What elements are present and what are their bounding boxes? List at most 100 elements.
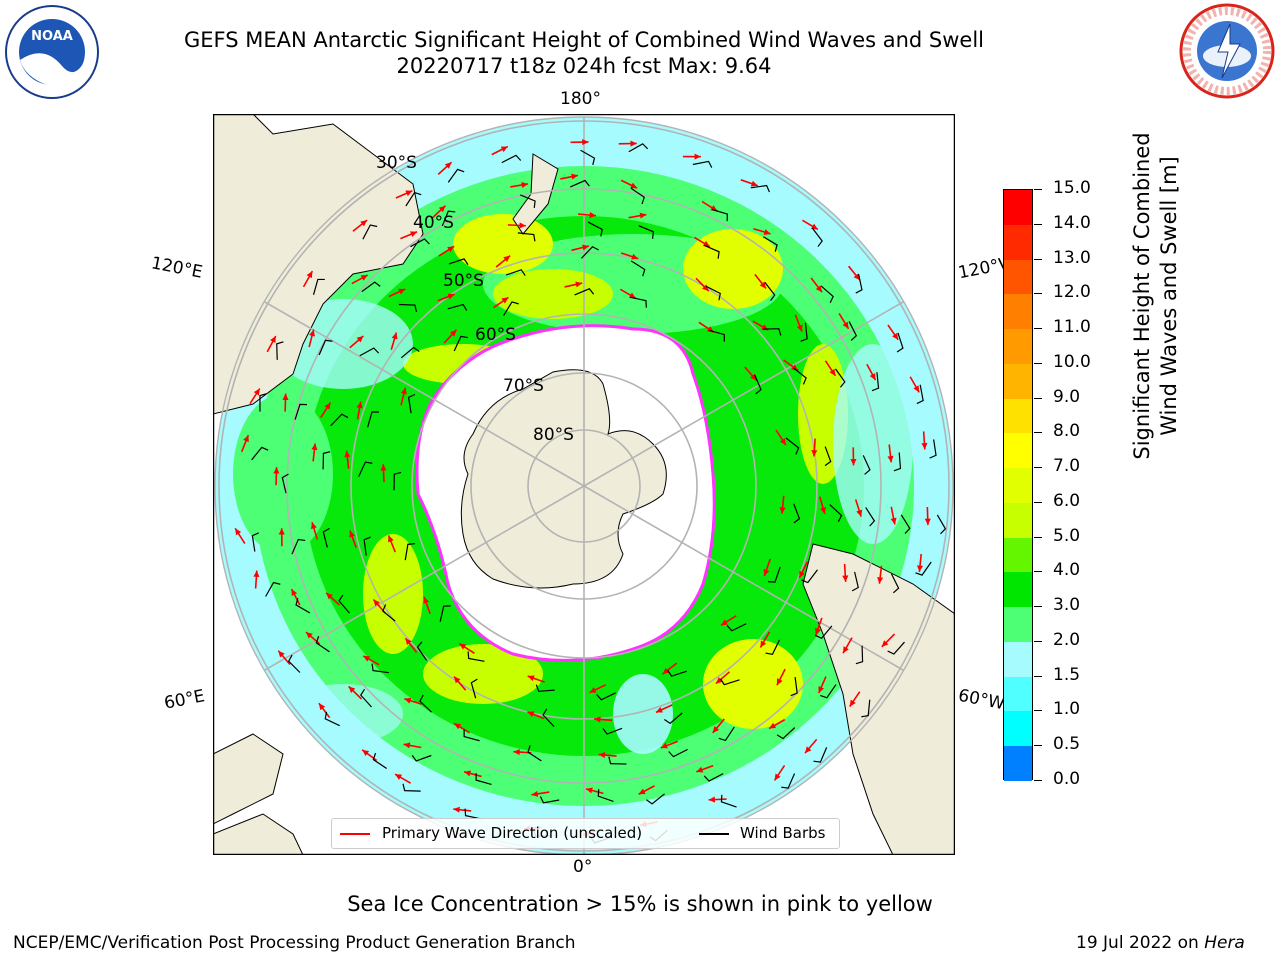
wind-barb (324, 711, 340, 727)
wind-barb (646, 793, 665, 805)
wave-direction-arrowhead (253, 388, 260, 396)
wind-barb (704, 244, 720, 259)
wave-direction-arrowhead (843, 646, 849, 654)
wave-direction-arrowhead (630, 140, 637, 147)
wind-barb (287, 654, 301, 673)
wind-barb (824, 446, 832, 467)
wave-direction-arrowhead (712, 726, 720, 733)
wind-barb (815, 625, 833, 639)
wind-barb (402, 783, 421, 792)
wind-barb (259, 393, 267, 412)
wind-barb (362, 224, 378, 240)
footer-branch: NCEP/EMC/Verification Post Processing Pr… (13, 933, 576, 953)
colorbar-tick (1034, 397, 1042, 399)
colorbar-tick-label: 15.0 (1053, 178, 1091, 198)
colorbar-tick-label: 14.0 (1053, 212, 1091, 233)
wave-direction-arrowhead (769, 722, 777, 729)
wind-barb (896, 332, 904, 353)
colorbar-tick (1034, 467, 1042, 469)
wind-barb (312, 278, 325, 296)
wind-barb (597, 789, 614, 802)
wind-barb (580, 149, 596, 166)
colorbar-tick-label: 8.0 (1053, 421, 1081, 442)
wind-barb (718, 726, 735, 742)
wind-barb (322, 527, 330, 548)
wind-barb (467, 651, 485, 662)
wind-barb (628, 143, 649, 153)
lat-label-40s: 40°S (413, 213, 454, 233)
wave-direction-arrowhead (818, 686, 825, 694)
wind-barb (330, 413, 349, 427)
wind-barb (463, 729, 480, 742)
wind-barb (400, 346, 420, 359)
noaa-logo-text: NOAA (31, 29, 73, 44)
wave-direction-arrowhead (796, 324, 803, 332)
colorbar-segment (1004, 329, 1032, 365)
legend-swatch-wave (340, 833, 370, 835)
wind-barb (447, 303, 468, 311)
wind-barb (291, 538, 306, 555)
colorbar-segment (1004, 224, 1032, 260)
wave-direction-arrowhead (589, 687, 597, 693)
wave-direction-arrowhead (404, 697, 412, 704)
wave-direction-arrowhead (582, 139, 589, 146)
wave-direction-arrowhead (373, 599, 380, 607)
colorbar-tick (1034, 571, 1042, 573)
colorbar-tick-label: 12.0 (1053, 282, 1091, 303)
wave-direction-arrowhead (890, 517, 897, 525)
wind-barb (793, 503, 801, 524)
wind-barb (916, 384, 924, 405)
wind-barb (630, 260, 646, 277)
wind-barb (382, 604, 396, 622)
wind-barb (338, 594, 350, 614)
colorbar-segment (1004, 468, 1032, 504)
wind-barb (811, 227, 823, 247)
wind-barb (276, 341, 284, 360)
wave-direction-arrowhead (363, 655, 371, 662)
wind-barb (762, 328, 782, 336)
wind-barb (359, 347, 380, 357)
colorbar-segment (1004, 572, 1032, 608)
wind-barb (439, 605, 451, 622)
wave-direction-arrowhead (447, 246, 455, 253)
wind-barb (393, 471, 402, 491)
colorbar-tick-label: 10.0 (1053, 351, 1091, 372)
wind-barb (581, 245, 599, 259)
wind-barb (535, 684, 555, 692)
wave-direction-arrowhead (318, 703, 326, 711)
wind-barb (835, 368, 846, 388)
wave-direction-arrowhead (356, 401, 363, 409)
wave-direction-arrowhead (849, 699, 856, 707)
wave-direction-arrowhead (594, 716, 601, 723)
polar-map: 30°S 40°S 50°S 60°S 70°S 80°S (213, 114, 955, 855)
colorbar-tick (1034, 640, 1042, 642)
wind-barb (570, 179, 590, 188)
wind-barb (501, 154, 522, 164)
wind-barb (360, 688, 372, 708)
wind-barb (705, 285, 721, 301)
wave-direction-arrowhead (763, 569, 770, 577)
wind-barb (848, 321, 858, 341)
wave-direction-arrowhead (438, 205, 446, 213)
wave-direction-arrowhead (309, 329, 315, 337)
wave-direction-arrowhead (501, 297, 509, 304)
wave-direction-arrowhead (630, 182, 638, 189)
wind-barb (915, 561, 932, 576)
colorbar-tick-label: 2.0 (1053, 629, 1081, 650)
wind-barb (295, 598, 311, 614)
colorbar-tick-label: 4.0 (1053, 560, 1081, 581)
colorbar-tick-label: 1.5 (1053, 664, 1081, 685)
wind-barb (405, 191, 422, 207)
lat-label-70s: 70°S (503, 376, 544, 396)
wind-barb (929, 439, 937, 459)
wave-direction-arrowhead (306, 271, 313, 279)
wave-direction-arrowhead (521, 181, 528, 188)
colorbar-tick-label: 5.0 (1053, 525, 1081, 546)
wave-direction-arrowhead (639, 212, 647, 219)
wave-direction-arrowhead (395, 774, 403, 780)
wave-direction-arrowhead (799, 570, 805, 578)
wave-direction-arrowhead (715, 677, 723, 684)
colorbar-title-line1: Significant Height of Combined (1130, 132, 1154, 460)
colorbar-tick-label: 3.0 (1053, 595, 1081, 616)
noaa-logo: NOAA (4, 4, 100, 100)
